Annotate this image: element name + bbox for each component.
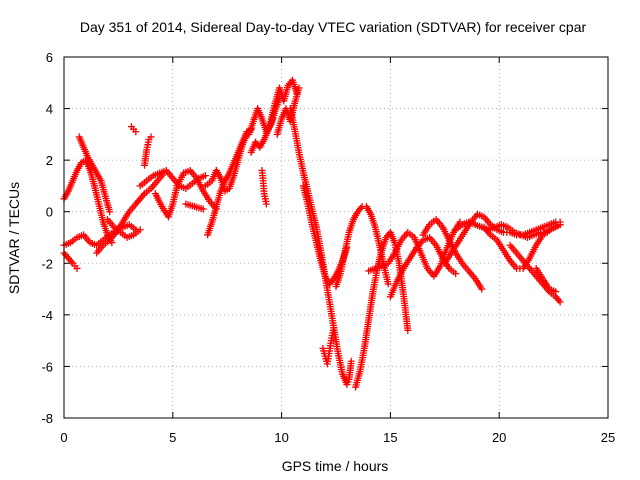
series-track-d	[75, 133, 114, 216]
plot-frame	[63, 56, 609, 419]
y-tick-label: -8	[41, 411, 53, 426]
x-tick-label: 10	[274, 430, 288, 445]
series-track-j	[151, 166, 220, 221]
data-point	[556, 221, 564, 229]
series-track-v	[332, 203, 392, 290]
data-point	[106, 208, 114, 216]
data-point	[330, 324, 338, 332]
data-point	[136, 226, 144, 234]
data-point	[147, 133, 155, 141]
y-tick-labels: -8 -6 -4 -2 0 2 4 6	[41, 50, 53, 426]
y-tick-label: 6	[46, 50, 53, 65]
x-tick-label: 0	[60, 430, 67, 445]
data-points	[60, 76, 564, 391]
data-point	[552, 288, 560, 296]
y-tick-label: 0	[46, 205, 53, 220]
series-track-h	[141, 133, 155, 169]
x-tick-label: 25	[601, 430, 615, 445]
y-tick-label: -2	[41, 256, 53, 271]
data-point	[262, 200, 270, 208]
chart-title: Day 351 of 2014, Sidereal Day-to-day VTE…	[80, 19, 587, 35]
y-tick-label: -6	[41, 359, 53, 374]
x-tick-labels: 0 5 10 15 20 25	[60, 430, 615, 445]
x-tick-label: 15	[383, 430, 397, 445]
data-point	[73, 264, 81, 272]
data-point	[452, 270, 460, 278]
series-track-r	[273, 84, 303, 138]
series-track-q	[267, 76, 301, 125]
y-tick-label: -4	[41, 308, 53, 323]
y-tick-label: 4	[46, 102, 53, 117]
x-tick-label: 20	[492, 430, 506, 445]
series-track-f	[104, 215, 144, 241]
data-point	[404, 326, 412, 334]
x-tick-label: 5	[169, 430, 176, 445]
x-axis-label: GPS time / hours	[282, 458, 389, 474]
data-point	[201, 172, 209, 180]
data-point	[199, 205, 207, 213]
data-point	[132, 128, 140, 136]
series-track-u	[319, 324, 338, 368]
data-point	[478, 285, 486, 293]
data-point	[556, 298, 564, 306]
series-track-k	[182, 200, 207, 213]
data-point	[347, 357, 355, 365]
series-track-w	[352, 228, 412, 391]
series-track-ae	[532, 264, 560, 296]
series-track-p	[258, 166, 270, 208]
y-tick-label: 2	[46, 153, 53, 168]
data-point	[384, 280, 392, 288]
series-track-y	[386, 234, 460, 301]
data-point	[295, 84, 303, 92]
series-track-t	[299, 182, 351, 288]
series-track-g	[127, 123, 140, 136]
y-axis-label: SDTVAR / TECUs	[6, 182, 22, 294]
